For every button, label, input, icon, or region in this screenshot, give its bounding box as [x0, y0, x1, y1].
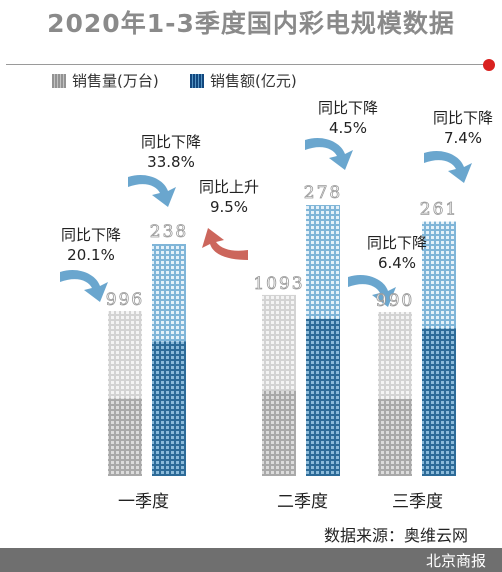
arrow-down-icon-2: [128, 174, 176, 207]
yoy-annotation-2: 同比下降 33.8%: [126, 132, 216, 172]
arrow-down-icon-1: [60, 269, 108, 302]
legend-item-blue: 销售额(亿元): [190, 70, 297, 91]
accent-dot: [483, 59, 495, 71]
arrow-down-icon-5: [348, 274, 396, 307]
legend-label-gray: 销售量(万台): [72, 72, 159, 90]
legend-swatch-blue: [190, 74, 204, 88]
bar-volume-shade-2: [262, 390, 296, 476]
value-label-value-1: 238: [150, 222, 188, 242]
bar-volume-shade-3: [378, 398, 412, 476]
title-divider: [6, 64, 490, 65]
bar-value-shade-2: [306, 318, 340, 476]
legend-swatch-gray: [52, 74, 66, 88]
bar-value-shade-1: [152, 341, 186, 476]
chart-title: 2020年1-3季度国内彩电规模数据: [47, 9, 455, 38]
legend-item-gray: 销售量(万台): [52, 70, 159, 91]
yoy-annotation-value: 9.5%: [209, 198, 249, 216]
yoy-annotation-4: 同比下降 4.5%: [303, 98, 393, 138]
yoy-annotation-1: 同比下降 20.1%: [46, 225, 136, 265]
category-label-q2: 二季度: [277, 492, 328, 512]
yoy-annotation-value: 7.4%: [443, 129, 483, 147]
value-label-volume-2: 1093: [253, 274, 304, 294]
category-label-q1: 一季度: [118, 492, 169, 512]
yoy-annotation-3: 同比上升 9.5%: [184, 177, 274, 217]
yoy-annotation-6: 同比下降 7.4%: [418, 108, 502, 148]
yoy-annotation-value: 33.8%: [147, 153, 195, 171]
yoy-annotation-label: 同比下降: [366, 234, 427, 252]
arrow-up-icon-3: [202, 228, 248, 260]
value-label-volume-3: 990: [376, 291, 414, 311]
yoy-annotation-value: 20.1%: [67, 246, 115, 264]
footer-bar: 北京商报: [0, 548, 502, 572]
arrow-down-icon-6: [424, 150, 472, 183]
yoy-annotation-label: 同比下降: [140, 133, 201, 151]
value-label-volume-1: 996: [106, 290, 144, 310]
category-label-q3: 三季度: [392, 492, 443, 512]
yoy-annotation-value: 4.5%: [328, 119, 368, 137]
yoy-annotation-label: 同比下降: [60, 226, 121, 244]
bar-volume-shade-1: [108, 398, 142, 476]
yoy-annotation-label: 同比下降: [432, 109, 493, 127]
value-label-value-2: 278: [304, 183, 342, 203]
arrow-down-icon-4: [305, 137, 353, 170]
legend-label-blue: 销售额(亿元): [210, 72, 297, 90]
yoy-annotation-value: 6.4%: [377, 254, 417, 272]
yoy-annotation-5: 同比下降 6.4%: [352, 233, 442, 273]
value-label-value-3: 261: [420, 200, 458, 220]
data-source: 数据来源：奥维云网: [323, 526, 468, 545]
yoy-annotation-label: 同比上升: [198, 178, 259, 196]
yoy-annotation-label: 同比下降: [317, 99, 378, 117]
publisher-name: 北京商报: [425, 552, 486, 570]
bar-value-shade-3: [422, 328, 456, 476]
